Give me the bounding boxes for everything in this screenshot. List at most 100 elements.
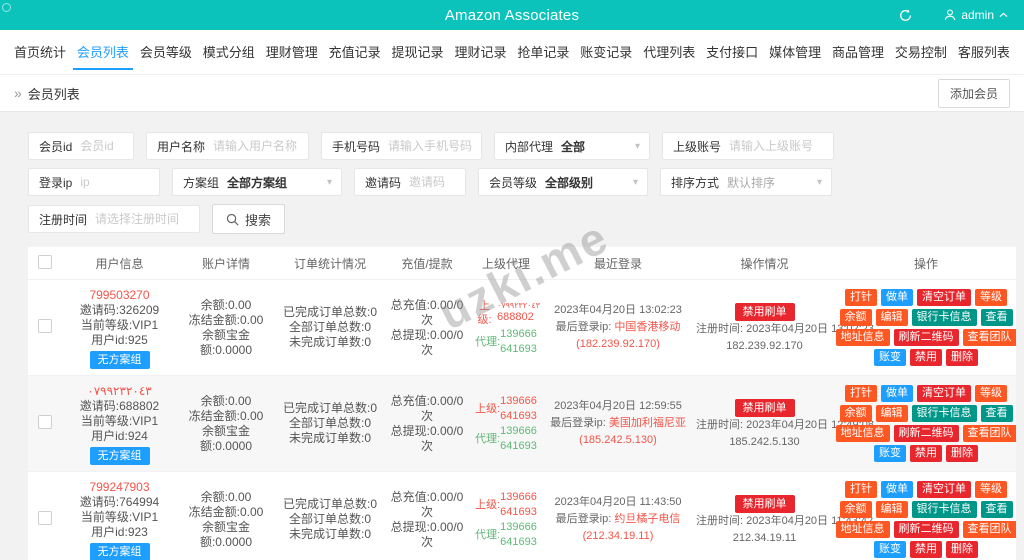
row-checkbox[interactable]	[38, 415, 52, 429]
col-header-1: 账户详情	[177, 246, 275, 280]
nav-tab-14[interactable]: 交易控制	[894, 44, 947, 60]
filter-select-1-3[interactable]: 会员等级 全部级别 ▾	[478, 168, 648, 196]
nav-tab-13[interactable]: 商品管理	[831, 44, 884, 60]
filter-field-1-0[interactable]	[80, 175, 159, 189]
action-make-order-button[interactable]: 做单	[881, 481, 913, 498]
action-make-order-button[interactable]: 做单	[881, 289, 913, 306]
action-level-button[interactable]: 等级	[975, 481, 1007, 498]
refresh-icon	[899, 9, 912, 22]
action-disable-button[interactable]: 禁用	[910, 349, 942, 366]
orders-cell: 已完成订单总数:0 全部订单总数:0 未完成订单数:0	[282, 401, 377, 445]
filter-field-1-2[interactable]	[409, 175, 465, 189]
action-view-team-button[interactable]: 查看团队	[962, 425, 1016, 442]
nav-tab-15[interactable]: 客服列表	[957, 44, 1010, 60]
nav-tab-12[interactable]: 媒体管理	[769, 44, 822, 60]
nav-tab-5[interactable]: 充值记录	[328, 44, 381, 60]
nav-tab-2[interactable]: 会员等级	[139, 44, 192, 60]
action-view-button[interactable]: 查看	[980, 309, 1013, 326]
table-row: ٠٧٩٩٢٣٢٠٤٣ 邀请码:688802 当前等级:VIP1 用户id:924 无…	[28, 375, 1016, 472]
action-view-team-button[interactable]: 查看团队	[962, 329, 1016, 346]
chevron-down-icon: ▾	[632, 176, 638, 188]
action-bank-card-info-button[interactable]: 银行卡信息	[911, 501, 977, 518]
action-view-team-button[interactable]: 查看团队	[962, 521, 1016, 538]
nav-tab-7[interactable]: 理财记录	[454, 44, 507, 60]
user-name: admin	[961, 8, 994, 22]
add-member-button[interactable]: 添加会员	[937, 78, 1010, 108]
action-clear-orders-button[interactable]: 清空订单	[917, 289, 971, 306]
action-edit-button[interactable]: 编辑	[875, 501, 908, 518]
action-disable-button[interactable]: 禁用	[910, 445, 942, 462]
last-login-cell: 2023年04月20日 13:02:23 最后登录ip: 中国香港移动 (182…	[554, 304, 682, 350]
action-refresh-qrcode-button[interactable]: 刷新二维码	[893, 425, 959, 442]
col-header-3: 充值/提款	[385, 246, 469, 280]
action-balance-button[interactable]: 余额	[839, 309, 872, 326]
search-button[interactable]: 搜索	[212, 204, 286, 234]
filter-field-2-0[interactable]	[95, 212, 199, 226]
user-menu[interactable]: admin	[928, 0, 1024, 30]
action-address-info-button[interactable]: 地址信息	[835, 329, 890, 346]
filter-select-1-1[interactable]: 方案组 全部方案组 ▾	[172, 168, 342, 196]
actions-cell: 打针 做单 清空订单 等级余额 编辑 银行卡信息 查看地址信息 刷新二维码 查看团队账变 禁用 删除	[835, 472, 1016, 560]
filter-field-0-2[interactable]	[388, 139, 481, 153]
action-address-info-button[interactable]: 地址信息	[835, 521, 890, 538]
nav-tab-1[interactable]: 会员列表	[72, 30, 133, 75]
filter-input-0-1: 用户名称	[146, 132, 309, 160]
app-title: Amazon Associates	[444, 6, 580, 24]
action-balance-log-button[interactable]: 账变	[874, 445, 906, 462]
nav-tab-10[interactable]: 代理列表	[643, 44, 696, 60]
filter-input-1-2: 邀请码	[354, 168, 466, 196]
action-balance-button[interactable]: 余额	[839, 405, 872, 422]
nav-tab-6[interactable]: 提现记录	[391, 44, 444, 60]
action-address-info-button[interactable]: 地址信息	[835, 425, 890, 442]
action-delete-button[interactable]: 删除	[946, 445, 978, 462]
ban-badge: 禁用刷单	[734, 399, 795, 417]
username-link[interactable]: 799247903	[89, 479, 150, 494]
account-cell: 余额:0.00 冻结金额:0.00 余额宝金额:0.0000	[188, 489, 264, 549]
filter-form: 会员id 用户名称 手机号码 内部代理 全部 ▾ 上级账号 登录ip 方案组 全…	[28, 132, 1016, 234]
action-inject-button[interactable]: 打针	[845, 289, 877, 306]
nav-tab-9[interactable]: 账变记录	[580, 44, 633, 60]
action-edit-button[interactable]: 编辑	[875, 309, 908, 326]
action-view-button[interactable]: 查看	[980, 501, 1013, 518]
filter-select-0-3[interactable]: 内部代理 全部 ▾	[494, 132, 650, 160]
action-view-button[interactable]: 查看	[980, 405, 1013, 422]
username-link[interactable]: ٠٧٩٩٢٣٢٠٤٣	[87, 383, 152, 398]
nav-tab-11[interactable]: 支付接口	[706, 44, 759, 60]
action-make-order-button[interactable]: 做单	[881, 385, 913, 402]
action-clear-orders-button[interactable]: 清空订单	[917, 385, 971, 402]
action-refresh-qrcode-button[interactable]: 刷新二维码	[893, 521, 959, 538]
nav-tab-0[interactable]: 首页统计	[14, 44, 67, 60]
action-balance-log-button[interactable]: 账变	[874, 541, 906, 558]
nav-tab-8[interactable]: 抢单记录	[517, 44, 570, 60]
action-balance-button[interactable]: 余额	[839, 501, 872, 518]
action-inject-button[interactable]: 打针	[845, 481, 877, 498]
action-bank-card-info-button[interactable]: 银行卡信息	[911, 405, 977, 422]
row-checkbox[interactable]	[38, 319, 52, 333]
filter-input-2-0: 注册时间	[28, 205, 200, 233]
action-edit-button[interactable]: 编辑	[875, 405, 908, 422]
nav-tab-3[interactable]: 模式分组	[202, 44, 255, 60]
row-checkbox[interactable]	[38, 511, 52, 525]
action-clear-orders-button[interactable]: 清空订单	[917, 481, 971, 498]
username-link[interactable]: 799503270	[89, 287, 150, 302]
refresh-button[interactable]	[883, 0, 928, 30]
filter-row-1: 登录ip 方案组 全部方案组 ▾ 邀请码 会员等级 全部级别 ▾ 排序方式 默认…	[28, 168, 1016, 196]
filter-select-1-4[interactable]: 排序方式 默认排序 ▾	[660, 168, 832, 196]
action-level-button[interactable]: 等级	[975, 289, 1007, 306]
action-bank-card-info-button[interactable]: 银行卡信息	[911, 309, 977, 326]
filter-field-0-0[interactable]	[80, 139, 133, 153]
filter-field-0-1[interactable]	[213, 139, 308, 153]
chevron-down-icon: ▾	[634, 140, 640, 152]
action-level-button[interactable]: 等级	[975, 385, 1007, 402]
action-refresh-qrcode-button[interactable]: 刷新二维码	[893, 329, 959, 346]
action-inject-button[interactable]: 打针	[845, 385, 877, 402]
action-disable-button[interactable]: 禁用	[910, 541, 942, 558]
breadcrumb-arrow: »	[14, 85, 22, 101]
action-delete-button[interactable]: 删除	[946, 541, 978, 558]
select-all-checkbox[interactable]	[38, 254, 52, 269]
nav-tab-4[interactable]: 理财管理	[265, 44, 318, 60]
action-delete-button[interactable]: 删除	[946, 349, 978, 366]
action-balance-log-button[interactable]: 账变	[874, 349, 906, 366]
filter-row-0: 会员id 用户名称 手机号码 内部代理 全部 ▾ 上级账号	[28, 132, 1016, 160]
filter-field-0-4[interactable]	[729, 139, 833, 153]
